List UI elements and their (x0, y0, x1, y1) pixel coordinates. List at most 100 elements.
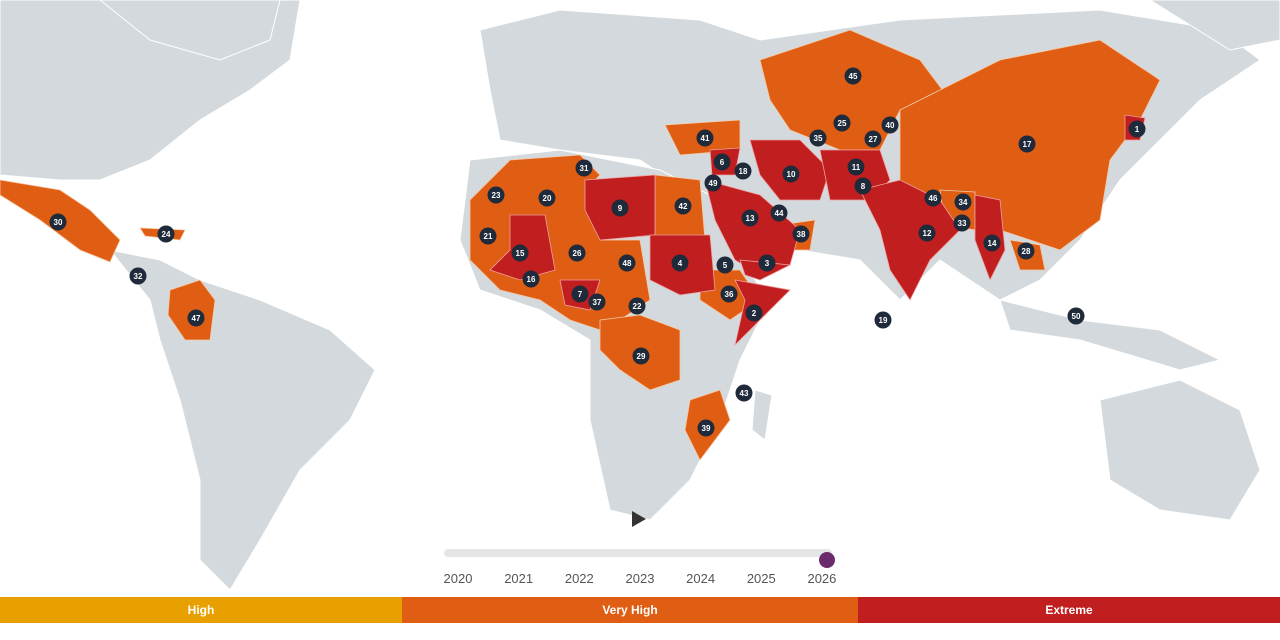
rank-marker[interactable]: 20 (538, 189, 556, 207)
rank-marker[interactable]: 3 (758, 254, 776, 272)
rank-marker[interactable]: 32 (129, 267, 147, 285)
rank-marker[interactable]: 43 (735, 384, 753, 402)
rank-marker[interactable]: 17 (1018, 135, 1036, 153)
rank-marker-dot (611, 199, 629, 217)
rank-marker-label: 47 (192, 314, 201, 323)
rank-marker-dot (758, 254, 776, 272)
timeline-slider[interactable] (444, 549, 832, 557)
timeline-year-2021[interactable]: 2021 (504, 571, 534, 586)
rank-marker[interactable]: 47 (187, 309, 205, 327)
rank-marker[interactable]: 46 (924, 189, 942, 207)
rank-marker-dot (674, 197, 692, 215)
rank-marker[interactable]: 8 (854, 177, 872, 195)
rank-marker[interactable]: 21 (479, 227, 497, 245)
rank-marker[interactable]: 33 (953, 214, 971, 232)
rank-marker-dot (833, 114, 851, 132)
rank-marker[interactable]: 2 (745, 304, 763, 322)
rank-marker-dot (487, 186, 505, 204)
rank-marker-label: 7 (578, 290, 583, 299)
rank-marker-label: 18 (739, 167, 748, 176)
rank-marker[interactable]: 29 (632, 347, 650, 365)
rank-marker-label: 22 (633, 302, 642, 311)
rank-marker[interactable]: 27 (864, 130, 882, 148)
rank-marker[interactable]: 24 (157, 225, 175, 243)
rank-marker-label: 37 (593, 298, 602, 307)
rank-marker[interactable]: 36 (720, 285, 738, 303)
rank-marker-dot (1128, 120, 1146, 138)
rank-marker[interactable]: 42 (674, 197, 692, 215)
rank-marker[interactable]: 37 (588, 293, 606, 311)
rank-marker[interactable]: 48 (618, 254, 636, 272)
rank-marker-dot (844, 67, 862, 85)
rank-marker-label: 13 (746, 214, 755, 223)
rank-marker[interactable]: 30 (49, 213, 67, 231)
rank-marker-label: 27 (869, 135, 878, 144)
timeline-slider-handle[interactable] (819, 552, 835, 568)
rank-marker[interactable]: 35 (809, 129, 827, 147)
rank-marker-label: 26 (573, 249, 582, 258)
rank-marker[interactable]: 49 (704, 174, 722, 192)
rank-marker-dot (720, 285, 738, 303)
rank-marker-label: 25 (838, 119, 847, 128)
timeline-year-2022[interactable]: 2022 (564, 571, 594, 586)
rank-marker[interactable]: 14 (983, 234, 1001, 252)
rank-marker-dot (157, 225, 175, 243)
rank-marker-label: 17 (1023, 140, 1032, 149)
rank-marker-label: 31 (580, 164, 589, 173)
rank-marker[interactable]: 39 (697, 419, 715, 437)
rank-marker[interactable]: 6 (713, 153, 731, 171)
rank-marker[interactable]: 9 (611, 199, 629, 217)
rank-marker[interactable]: 23 (487, 186, 505, 204)
rank-marker[interactable]: 34 (954, 193, 972, 211)
rank-marker[interactable]: 40 (881, 116, 899, 134)
rank-marker[interactable]: 13 (741, 209, 759, 227)
rank-marker-dot (854, 177, 872, 195)
rank-marker[interactable]: 26 (568, 244, 586, 262)
rank-marker-label: 16 (527, 275, 536, 284)
play-button[interactable] (632, 511, 646, 527)
rank-marker[interactable]: 7 (571, 285, 589, 303)
timeline-year-2023[interactable]: 2023 (625, 571, 655, 586)
rank-marker[interactable]: 41 (696, 129, 714, 147)
timeline-year-2026[interactable]: 2026 (807, 571, 837, 586)
rank-marker-label: 14 (988, 239, 997, 248)
rank-marker[interactable]: 16 (522, 270, 540, 288)
rank-marker-dot (511, 244, 529, 262)
rank-marker[interactable]: 15 (511, 244, 529, 262)
rank-marker[interactable]: 25 (833, 114, 851, 132)
legend-extreme: Extreme (858, 597, 1280, 623)
rank-marker-dot (568, 244, 586, 262)
rank-marker[interactable]: 18 (734, 162, 752, 180)
rank-marker[interactable]: 44 (770, 204, 788, 222)
rank-marker-dot (575, 159, 593, 177)
timeline-years: 2020 2021 2022 2023 2024 2025 2026 (432, 571, 848, 586)
rank-marker-dot (588, 293, 606, 311)
rank-marker[interactable]: 19 (874, 311, 892, 329)
rank-marker-label: 15 (516, 249, 525, 258)
rank-marker-dot (571, 285, 589, 303)
rank-marker[interactable]: 28 (1017, 242, 1035, 260)
rank-marker-dot (881, 116, 899, 134)
rank-marker[interactable]: 4 (671, 254, 689, 272)
rank-marker-label: 5 (723, 261, 728, 270)
rank-marker-label: 46 (929, 194, 938, 203)
timeline-year-2020[interactable]: 2020 (443, 571, 473, 586)
rank-marker[interactable]: 1 (1128, 120, 1146, 138)
rank-marker-dot (632, 347, 650, 365)
legend-high: High (0, 597, 402, 623)
rank-marker[interactable]: 45 (844, 67, 862, 85)
rank-marker-label: 23 (492, 191, 501, 200)
rank-marker-dot (847, 158, 865, 176)
rank-marker-dot (953, 214, 971, 232)
timeline-year-2024[interactable]: 2024 (686, 571, 716, 586)
rank-marker[interactable]: 38 (792, 225, 810, 243)
rank-marker[interactable]: 31 (575, 159, 593, 177)
rank-marker[interactable]: 5 (716, 256, 734, 274)
rank-marker[interactable]: 50 (1067, 307, 1085, 325)
rank-marker[interactable]: 22 (628, 297, 646, 315)
timeline-year-2025[interactable]: 2025 (746, 571, 776, 586)
rank-marker[interactable]: 12 (918, 224, 936, 242)
rank-marker[interactable]: 10 (782, 165, 800, 183)
rank-marker[interactable]: 11 (847, 158, 865, 176)
